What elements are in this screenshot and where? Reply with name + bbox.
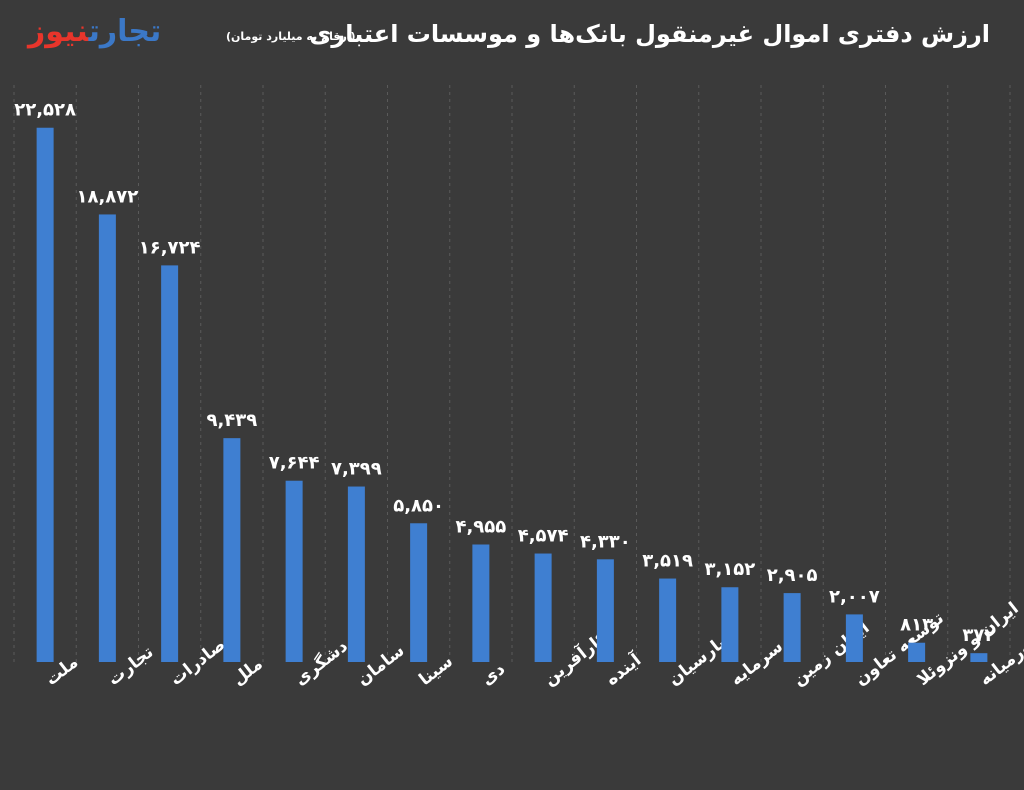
bar — [970, 653, 988, 662]
data-label: ۱۶,۷۲۴ — [139, 237, 201, 258]
data-label: ۴,۹۵۵ — [455, 516, 506, 537]
data-label: ۱۸,۸۷۲ — [76, 186, 138, 207]
brand-logo-part1: تجارت — [88, 14, 162, 49]
bar — [845, 614, 863, 662]
data-label: ۵,۸۵۰ — [393, 495, 444, 516]
data-label: ۲,۹۰۵ — [767, 565, 818, 586]
bar — [783, 593, 801, 662]
brand-logo-part2: نیوز — [28, 14, 89, 49]
bar — [161, 265, 179, 662]
category-tick-label: دی — [478, 659, 510, 690]
bar — [410, 523, 428, 662]
data-label: ۷,۳۹۹ — [331, 459, 382, 480]
bar — [721, 587, 739, 662]
data-label: ۹,۴۳۹ — [206, 410, 257, 431]
data-label: ۷,۶۴۴ — [269, 453, 320, 474]
data-label: ۳,۱۵۲ — [704, 559, 755, 580]
bar — [472, 544, 490, 662]
bar — [534, 553, 552, 662]
data-label: ۳,۵۱۹ — [642, 551, 693, 572]
bar — [223, 438, 241, 662]
bar — [285, 480, 303, 662]
data-label: ۴,۳۳۰ — [580, 531, 631, 552]
data-label: ۲,۰۰۷ — [829, 586, 880, 607]
data-label: ۴,۵۷۴ — [518, 526, 569, 547]
data-label: ۳۷۲ — [962, 625, 995, 646]
bar — [36, 127, 54, 662]
chart-header: ارزش دفتری اموال غیرمنقول بانک‌ها و موسس… — [0, 0, 1024, 70]
bar — [347, 486, 365, 662]
data-label: ۲۲,۵۲۸ — [14, 100, 76, 121]
data-label: ۸۱۳ — [900, 615, 933, 636]
brand-logo: تجارتنیوز — [28, 14, 161, 49]
bar — [596, 559, 614, 662]
bar — [98, 214, 116, 662]
bar — [659, 578, 677, 662]
chart-title: ارزش دفتری اموال غیرمنقول بانک‌ها و موسس… — [309, 20, 990, 48]
bar — [908, 642, 926, 662]
chart-subtitle: (ارقام به میلیارد تومان) — [226, 30, 356, 43]
